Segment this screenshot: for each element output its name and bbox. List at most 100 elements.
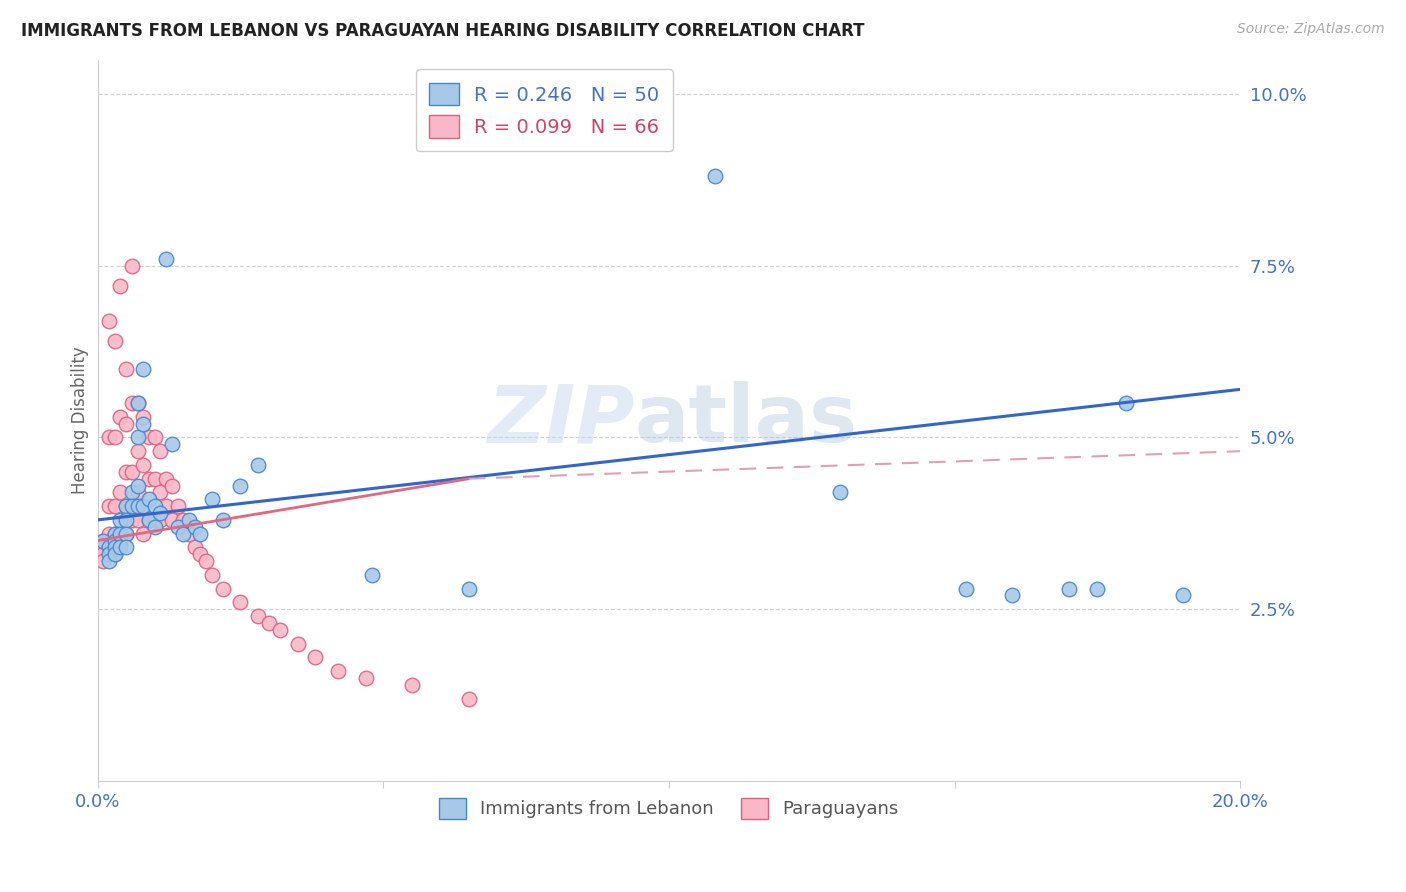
Point (830, 485, 852, 500)
Point (172, 513, 194, 527)
Legend: Immigrants from Lebanon, Paraguayans: Immigrants from Lebanon, Paraguayans (432, 791, 905, 826)
Point (201, 567, 224, 582)
Point (127, 396, 149, 410)
Point (127, 499, 149, 513)
Point (98, 554, 121, 568)
Point (98, 499, 121, 513)
Point (458, 582, 481, 596)
Point (98, 314, 121, 328)
Point (132, 499, 155, 513)
Point (143, 472, 166, 486)
Text: Source: ZipAtlas.com: Source: ZipAtlas.com (1237, 22, 1385, 37)
Point (121, 499, 143, 513)
Point (121, 465, 143, 479)
Point (143, 513, 166, 527)
Point (149, 485, 172, 500)
Point (1115, 396, 1137, 410)
Point (132, 458, 155, 472)
Point (149, 506, 172, 520)
Point (143, 520, 166, 534)
Point (195, 554, 218, 568)
Point (190, 547, 212, 561)
Point (172, 526, 194, 541)
Point (1001, 589, 1024, 603)
Point (183, 520, 205, 534)
Point (212, 582, 235, 596)
Point (104, 533, 127, 548)
Point (98, 547, 121, 561)
Point (401, 678, 423, 692)
Point (166, 520, 188, 534)
Point (127, 444, 149, 458)
Point (143, 499, 166, 513)
Point (326, 664, 349, 678)
Point (91, 533, 114, 548)
Point (110, 526, 132, 541)
Point (155, 252, 177, 266)
Point (160, 437, 183, 451)
Point (138, 513, 160, 527)
Point (115, 499, 138, 513)
Point (115, 513, 138, 527)
Point (115, 417, 138, 431)
Point (121, 485, 143, 500)
Point (1171, 589, 1194, 603)
Point (127, 485, 149, 500)
Point (160, 478, 183, 492)
Point (177, 513, 200, 527)
Point (132, 409, 155, 424)
Point (1085, 582, 1108, 596)
Point (115, 361, 138, 376)
Point (1057, 582, 1080, 596)
Point (354, 671, 377, 685)
Point (115, 499, 138, 513)
Point (110, 541, 132, 555)
Point (104, 430, 127, 444)
Point (104, 499, 127, 513)
Point (155, 499, 177, 513)
Point (183, 541, 205, 555)
Point (138, 430, 160, 444)
Point (160, 513, 183, 527)
Point (91, 547, 114, 561)
Point (138, 492, 160, 507)
Point (166, 499, 188, 513)
Point (229, 595, 252, 609)
Point (458, 691, 481, 706)
Text: IMMIGRANTS FROM LEBANON VS PARAGUAYAN HEARING DISABILITY CORRELATION CHART: IMMIGRANTS FROM LEBANON VS PARAGUAYAN HE… (21, 22, 865, 40)
Text: ZIP: ZIP (488, 381, 634, 459)
Point (149, 444, 172, 458)
Point (138, 513, 160, 527)
Point (121, 396, 143, 410)
Y-axis label: Hearing Disability: Hearing Disability (72, 346, 89, 494)
Point (98, 430, 121, 444)
Point (104, 526, 127, 541)
Point (138, 472, 160, 486)
Point (110, 513, 132, 527)
Point (132, 499, 155, 513)
Point (143, 430, 166, 444)
Point (955, 582, 977, 596)
Point (104, 541, 127, 555)
Point (212, 513, 235, 527)
Point (104, 334, 127, 349)
Point (91, 541, 114, 555)
Point (110, 409, 132, 424)
Point (104, 526, 127, 541)
Point (115, 465, 138, 479)
Point (132, 417, 155, 431)
Point (132, 361, 155, 376)
Point (91, 533, 114, 548)
Point (304, 650, 326, 665)
Text: atlas: atlas (634, 381, 858, 459)
Point (132, 526, 155, 541)
Point (110, 485, 132, 500)
Point (149, 513, 172, 527)
Point (127, 513, 149, 527)
Point (110, 533, 132, 548)
Point (269, 623, 291, 637)
Point (98, 541, 121, 555)
Point (287, 637, 309, 651)
Point (98, 541, 121, 555)
Point (115, 526, 138, 541)
